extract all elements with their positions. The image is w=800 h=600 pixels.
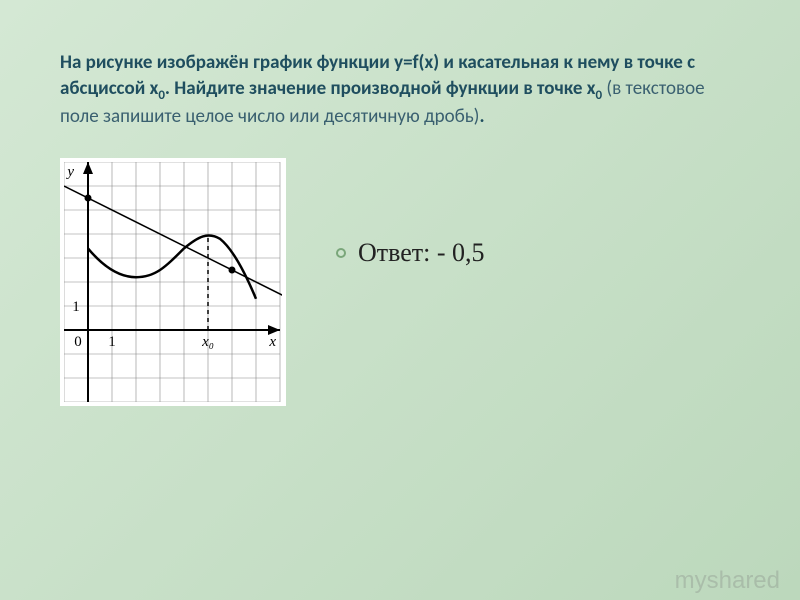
- title-end: .: [479, 105, 484, 128]
- bullet-icon: [336, 248, 346, 258]
- function-graph: y x 0 1 1 x₀: [64, 162, 282, 402]
- watermark: myshared: [675, 567, 780, 595]
- svg-text:1: 1: [72, 299, 80, 315]
- svg-text:x: x: [268, 334, 276, 350]
- title-sub1: 0: [158, 87, 165, 102]
- content-row: y x 0 1 1 x₀ Ответ: - 0,5: [60, 158, 740, 406]
- svg-text:1: 1: [108, 334, 116, 350]
- title-part2: . Найдите значение производной функции в…: [165, 77, 596, 100]
- slide-container: На рисунке изображён график функции y=f(…: [0, 0, 800, 600]
- svg-text:x₀: x₀: [201, 334, 214, 350]
- answer-text: Ответ: - 0,5: [358, 238, 485, 268]
- svg-text:y: y: [65, 164, 74, 180]
- answer-block: Ответ: - 0,5: [336, 238, 485, 268]
- problem-title: На рисунке изображён график функции y=f(…: [60, 50, 740, 130]
- svg-text:0: 0: [74, 334, 82, 350]
- graph-container: y x 0 1 1 x₀: [60, 158, 286, 406]
